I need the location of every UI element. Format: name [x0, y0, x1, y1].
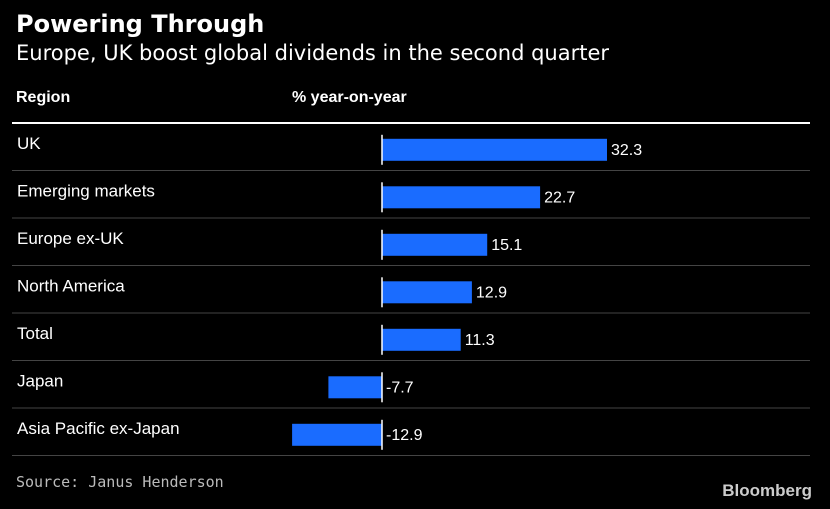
bar: [382, 328, 461, 351]
category-label: Total: [17, 324, 53, 343]
data-label: -7.7: [386, 380, 414, 397]
category-label: Asia Pacific ex-Japan: [17, 419, 180, 438]
bar: [382, 281, 472, 304]
chart-subtitle: Europe, UK boost global dividends in the…: [16, 41, 610, 65]
data-label: 32.3: [611, 142, 642, 159]
bloomberg-logo: Bloomberg: [722, 481, 812, 500]
data-label: 22.7: [544, 190, 575, 207]
region-column-header: Region: [16, 89, 71, 106]
data-label: -12.9: [386, 427, 423, 444]
bar: [382, 138, 607, 161]
category-label: UK: [17, 134, 41, 153]
category-label: Emerging markets: [17, 182, 155, 201]
data-label: 12.9: [476, 285, 507, 302]
value-column-header: % year-on-year: [292, 89, 407, 106]
data-label: 15.1: [491, 237, 522, 254]
data-label: 11.3: [465, 332, 495, 349]
category-label: Japan: [17, 372, 63, 391]
chart-title: Powering Through: [16, 10, 265, 38]
bar: [292, 423, 382, 446]
source-note: Source: Janus Henderson: [16, 473, 224, 491]
category-label: Europe ex-UK: [17, 229, 124, 248]
bar: [382, 186, 541, 209]
bar: [328, 376, 382, 399]
category-label: North America: [17, 277, 125, 296]
bar: [382, 233, 488, 256]
